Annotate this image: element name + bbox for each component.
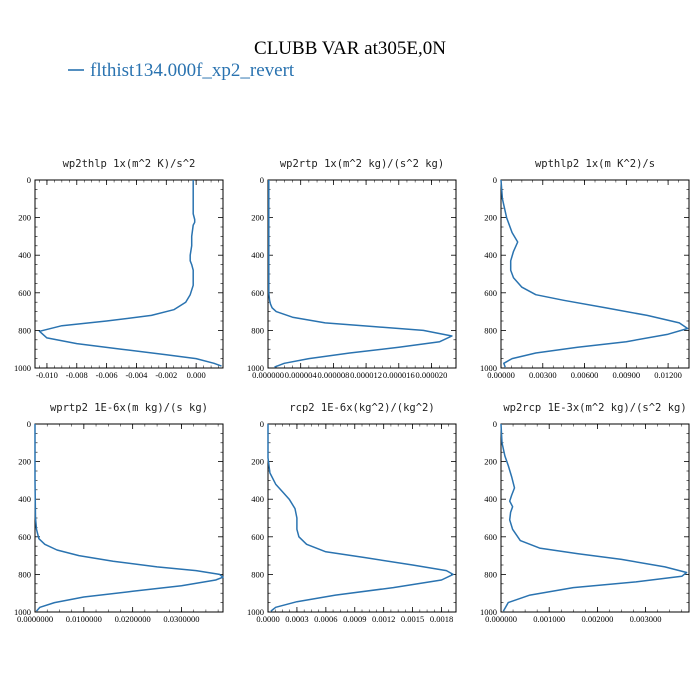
y-tick-label: 400 xyxy=(484,494,497,504)
plot-frame xyxy=(267,179,457,369)
x-tick-label: 0.0300000 xyxy=(163,614,199,624)
y-tick-label: 600 xyxy=(251,288,264,298)
x-tick-label: 0.000004 xyxy=(285,370,318,380)
y-tick-label: 400 xyxy=(484,250,497,260)
x-tick-label: 0.000 xyxy=(187,370,206,380)
x-tick-label: 0.000012 xyxy=(350,370,382,380)
y-tick-label: 800 xyxy=(18,325,31,335)
y-tick-label: 1000 xyxy=(480,363,497,373)
panel-title: wp2rcp 1E-3x(m^2 kg)/(s^2 kg) xyxy=(503,402,686,414)
x-tick-label: 0.0003 xyxy=(285,614,308,624)
x-tick-label: 0.000016 xyxy=(383,370,415,380)
y-tick-label: 1000 xyxy=(14,607,31,617)
y-tick-label: 200 xyxy=(484,213,497,223)
x-tick-label: -0.004 xyxy=(125,370,148,380)
x-tick-label: 0.0000000 xyxy=(17,614,53,624)
y-tick-label: 200 xyxy=(251,213,264,223)
y-tick-label: 200 xyxy=(18,457,31,467)
x-tick-label: 0.001000 xyxy=(533,614,565,624)
y-tick-label: 600 xyxy=(251,532,264,542)
x-tick-label: 0.00600 xyxy=(571,370,599,380)
plot-frame xyxy=(500,179,690,369)
y-tick-label: 600 xyxy=(18,288,31,298)
panel-title: wprtp2 1E-6x(m kg)/(s kg) xyxy=(50,402,208,414)
x-tick-label: 0.00900 xyxy=(613,370,641,380)
x-tick-label: 0.0000 xyxy=(256,614,279,624)
y-tick-label: 800 xyxy=(18,569,31,579)
series-line xyxy=(500,179,689,368)
x-tick-label: 0.002000 xyxy=(581,614,613,624)
y-tick-label: 600 xyxy=(484,532,497,542)
panel-5: rcp2 1E-6x(kg^2)/(kg^2) 0 200 400 600 800 1000… xyxy=(247,402,457,624)
x-tick-label: 0.0200000 xyxy=(115,614,151,624)
plot-frame xyxy=(500,423,690,613)
y-tick-label: 1000 xyxy=(247,607,264,617)
y-tick-label: 1000 xyxy=(247,363,264,373)
figure-title: CLUBB VAR at305E,0N xyxy=(254,38,446,59)
series-line xyxy=(267,424,454,612)
y-tick-label: 200 xyxy=(18,213,31,223)
x-tick-label: 0.00000 xyxy=(487,370,515,380)
y-tick-label: 400 xyxy=(251,494,264,504)
y-tick-label: 0 xyxy=(260,419,264,429)
x-tick-label: 0.000000 xyxy=(485,614,517,624)
x-tick-label: 0.000000 xyxy=(252,370,284,380)
x-tick-label: 0.0015 xyxy=(401,614,424,624)
y-tick-label: 1000 xyxy=(480,607,497,617)
y-tick-label: 600 xyxy=(18,532,31,542)
y-tick-label: 800 xyxy=(484,325,497,335)
x-tick-label: 0.000020 xyxy=(416,370,448,380)
y-tick-label: 0 xyxy=(493,419,497,429)
x-tick-label: 0.0018 xyxy=(430,614,453,624)
y-tick-label: 800 xyxy=(251,325,264,335)
y-tick-label: 0 xyxy=(260,175,264,185)
y-tick-label: 600 xyxy=(484,288,497,298)
x-tick-label: -0.002 xyxy=(155,370,177,380)
x-tick-label: 0.0012 xyxy=(372,614,395,624)
series-line xyxy=(34,424,224,612)
y-tick-label: 200 xyxy=(251,457,264,467)
y-tick-label: 0 xyxy=(27,175,31,185)
x-tick-label: 0.0006 xyxy=(314,614,337,624)
legend-label: flthist134.000f_xp2_revert xyxy=(90,60,295,81)
panels: wp2thlp 1x(m^2 K)/s^2 0 200 400 600 800 1000 -0… xyxy=(14,158,690,624)
y-tick-label: 1000 xyxy=(14,363,31,373)
x-tick-label: 0.0009 xyxy=(343,614,366,624)
panel-title: wp2rtp 1x(m^2 kg)/(s^2 kg) xyxy=(280,158,444,170)
panel-1: wp2thlp 1x(m^2 K)/s^2 0 200 400 600 800 1000 -0… xyxy=(14,158,224,380)
panel-6: wp2rcp 1E-3x(m^2 kg)/(s^2 kg) 0 200 400 600 8… xyxy=(480,402,690,624)
x-tick-label: 0.01200 xyxy=(654,370,682,380)
y-tick-label: 800 xyxy=(484,569,497,579)
series-line xyxy=(268,180,453,368)
x-tick-label: 0.003000 xyxy=(630,614,662,624)
x-tick-label: -0.006 xyxy=(96,370,118,380)
series-line xyxy=(500,423,688,612)
x-tick-label: 0.00300 xyxy=(529,370,557,380)
y-tick-label: 0 xyxy=(27,419,31,429)
panel-4: wprtp2 1E-6x(m kg)/(s kg) 0 200 400 600 800 10… xyxy=(14,402,224,624)
y-tick-label: 400 xyxy=(18,250,31,260)
y-tick-label: 0 xyxy=(493,175,497,185)
x-tick-label: 0.000008 xyxy=(317,370,349,380)
x-tick-label: -0.010 xyxy=(36,370,58,380)
panel-title: wpthlp2 1x(m K^2)/s xyxy=(535,158,655,170)
panel-title: rcp2 1E-6x(kg^2)/(kg^2) xyxy=(289,402,434,414)
y-tick-label: 200 xyxy=(484,457,497,467)
y-tick-label: 400 xyxy=(251,250,264,260)
legend: flthist134.000f_xp2_revert xyxy=(68,60,295,81)
x-tick-label: 0.0100000 xyxy=(66,614,102,624)
y-tick-label: 800 xyxy=(251,569,264,579)
panel-2: wp2rtp 1x(m^2 kg)/(s^2 kg) 0 200 400 600 800 1… xyxy=(247,158,457,380)
y-tick-label: 400 xyxy=(18,494,31,504)
plot-frame xyxy=(34,179,224,369)
panel-3: wpthlp2 1x(m K^2)/s020040060080010000.00… xyxy=(480,158,690,380)
x-tick-label: -0.008 xyxy=(66,370,88,380)
series-line xyxy=(38,180,222,367)
panel-title: wp2thlp 1x(m^2 K)/s^2 xyxy=(63,158,196,170)
